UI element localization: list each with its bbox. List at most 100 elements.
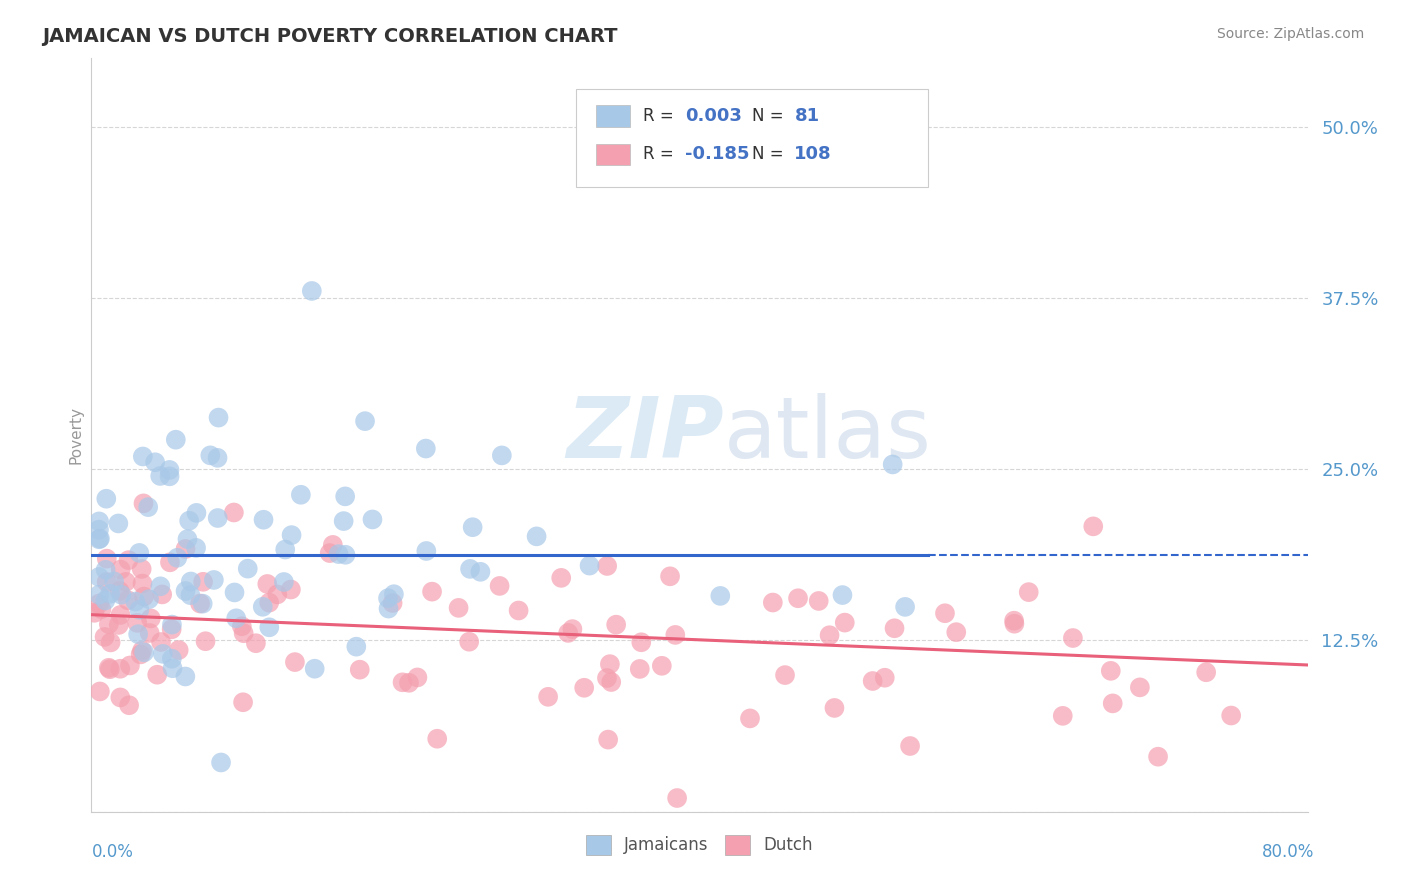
- Point: [301, 284, 323, 298]
- Point: [630, 635, 652, 649]
- Point: [284, 655, 307, 669]
- Point: [90, 602, 112, 616]
- Point: [107, 618, 129, 632]
- Point: [149, 469, 172, 483]
- Point: [322, 538, 344, 552]
- Point: [488, 579, 510, 593]
- Point: [599, 657, 621, 672]
- Text: Source: ZipAtlas.com: Source: ZipAtlas.com: [1216, 27, 1364, 41]
- Text: 80.0%: 80.0%: [1263, 843, 1315, 861]
- Point: [110, 662, 132, 676]
- Point: [1052, 709, 1074, 723]
- Point: [191, 597, 214, 611]
- Point: [146, 667, 169, 681]
- Point: [166, 550, 188, 565]
- Point: [117, 593, 139, 607]
- Point: [202, 573, 225, 587]
- Point: [934, 606, 956, 620]
- Point: [179, 588, 201, 602]
- Point: [96, 491, 118, 506]
- Point: [304, 662, 326, 676]
- Text: 0.003: 0.003: [685, 107, 741, 125]
- Text: 0.0%: 0.0%: [91, 843, 134, 861]
- Text: -0.185: -0.185: [685, 145, 749, 163]
- Point: [470, 565, 492, 579]
- Point: [174, 541, 197, 556]
- Point: [333, 489, 356, 503]
- Point: [87, 533, 110, 547]
- Point: [131, 562, 153, 576]
- Point: [873, 671, 896, 685]
- Point: [160, 622, 183, 636]
- Point: [259, 620, 281, 634]
- Point: [508, 603, 530, 617]
- Point: [426, 731, 449, 746]
- Point: [381, 596, 404, 610]
- Point: [93, 630, 115, 644]
- Point: [1129, 681, 1152, 695]
- Point: [882, 458, 904, 472]
- Point: [128, 546, 150, 560]
- Point: [179, 514, 201, 528]
- Point: [245, 636, 267, 650]
- Point: [87, 523, 110, 537]
- Point: [149, 579, 172, 593]
- Point: [718, 133, 741, 147]
- Point: [377, 591, 399, 606]
- Point: [162, 661, 184, 675]
- Point: [256, 577, 278, 591]
- Point: [132, 496, 155, 510]
- Point: [124, 594, 146, 608]
- Point: [118, 698, 141, 713]
- Text: R =: R =: [643, 107, 679, 125]
- Point: [165, 433, 187, 447]
- Point: [578, 558, 600, 573]
- Point: [207, 511, 229, 525]
- Point: [377, 601, 399, 615]
- Point: [659, 569, 682, 583]
- Point: [894, 599, 917, 614]
- Point: [114, 574, 136, 589]
- Point: [96, 574, 118, 589]
- Point: [361, 512, 384, 526]
- Point: [96, 551, 118, 566]
- Point: [138, 592, 160, 607]
- Point: [328, 547, 350, 561]
- Point: [167, 643, 190, 657]
- Text: atlas: atlas: [724, 393, 932, 476]
- Point: [194, 634, 217, 648]
- Point: [89, 532, 111, 546]
- Point: [447, 600, 470, 615]
- Point: [257, 596, 280, 610]
- Point: [709, 589, 731, 603]
- Point: [598, 732, 620, 747]
- Point: [491, 449, 513, 463]
- Point: [335, 548, 357, 562]
- Point: [108, 583, 131, 598]
- Point: [159, 463, 181, 477]
- Text: 81: 81: [794, 107, 820, 125]
- Point: [537, 690, 560, 704]
- Point: [174, 584, 197, 599]
- Point: [127, 615, 149, 630]
- Point: [664, 628, 686, 642]
- Point: [596, 671, 619, 685]
- Point: [266, 587, 288, 601]
- Point: [280, 528, 302, 542]
- Point: [787, 591, 810, 606]
- Point: [382, 587, 405, 601]
- Point: [344, 640, 367, 654]
- Point: [110, 588, 132, 602]
- Point: [572, 681, 595, 695]
- Point: [225, 611, 247, 625]
- Point: [461, 520, 484, 534]
- Point: [280, 582, 302, 597]
- Point: [1018, 585, 1040, 599]
- Point: [945, 625, 967, 640]
- Point: [207, 450, 229, 465]
- Point: [1195, 665, 1218, 680]
- Point: [98, 662, 121, 676]
- Point: [349, 663, 371, 677]
- Point: [117, 553, 139, 567]
- Point: [83, 606, 105, 620]
